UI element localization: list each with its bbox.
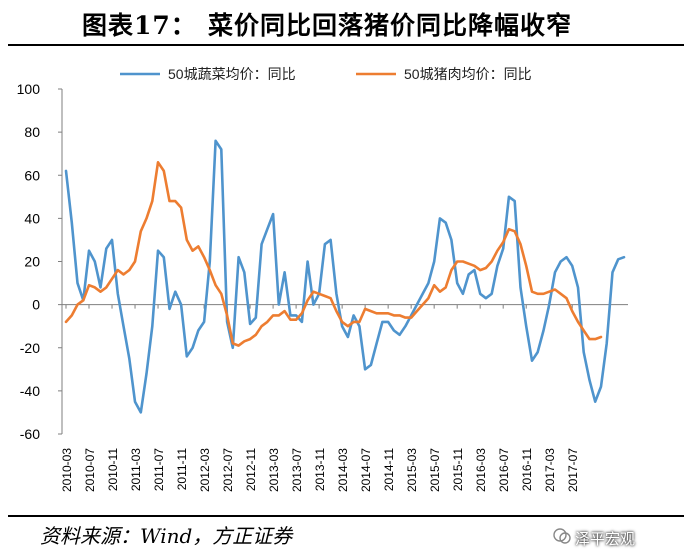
x-tick-label: 2017-07 xyxy=(566,448,580,492)
series-line-2 xyxy=(64,161,603,347)
y-tick-label: 60 xyxy=(24,167,40,183)
x-tick-label: 2016-03 xyxy=(474,448,488,492)
top-rule xyxy=(8,44,684,46)
y-tick-label: 20 xyxy=(24,254,40,270)
y-tick-label: -20 xyxy=(20,340,40,356)
wechat-icon xyxy=(553,528,571,544)
x-tick-label: 2013-11 xyxy=(313,448,327,491)
x-tick-label: 2011-07 xyxy=(152,448,166,491)
x-tick-label: 2014-07 xyxy=(359,448,373,492)
x-tick-label: 2010-03 xyxy=(60,448,74,492)
source-note: 资料来源：Wind，方正证券 xyxy=(40,524,293,548)
x-tick-label: 2010-11 xyxy=(106,448,120,491)
x-tick-label: 2012-07 xyxy=(221,448,235,492)
series-group xyxy=(64,139,626,414)
x-tick-label: 2015-03 xyxy=(405,448,419,492)
x-tick-label: 2015-11 xyxy=(451,448,465,491)
legend-label-2: 50城猪肉均价：同比 xyxy=(404,66,532,82)
x-tick-label: 2016-11 xyxy=(520,448,534,491)
axes: -60 -40 -20 0 20 40 60 80 100 2010-03 2010-07 2010-… xyxy=(17,81,628,492)
y-tick-label: 40 xyxy=(24,210,40,226)
x-tick-label: 2015-07 xyxy=(428,448,442,492)
x-tick-label: 2010-07 xyxy=(83,448,97,492)
figure-title: 菜价同比回落猪价同比降幅收窄 xyxy=(208,11,573,40)
bottom-rule xyxy=(8,515,684,517)
chart-area: 50城蔬菜均价：同比 50城猪肉均价：同比 -60 -40 -20 0 20 40 60 80 1… xyxy=(17,66,628,492)
x-tick-label: 2017-03 xyxy=(543,448,557,492)
x-tick-label: 2014-11 xyxy=(382,448,396,491)
brand-watermark: 泽平宏观 xyxy=(575,530,636,548)
y-tick-label: 100 xyxy=(17,81,41,97)
y-tick-label: -40 xyxy=(20,383,40,399)
x-tick-label: 2013-07 xyxy=(290,448,304,492)
x-tick-label: 2012-11 xyxy=(244,448,258,491)
x-tick-label: 2011-11 xyxy=(175,448,189,491)
x-tick-label: 2014-03 xyxy=(336,448,350,492)
x-tick-label: 2012-03 xyxy=(198,448,212,492)
y-tick-label: 0 xyxy=(32,297,40,313)
y-tick-label: -60 xyxy=(20,426,40,442)
x-tick-label: 2013-03 xyxy=(267,448,281,492)
figure-number: 图表17： xyxy=(82,11,197,40)
x-tick-label: 2016-07 xyxy=(497,448,511,492)
x-tick-label: 2011-03 xyxy=(129,448,143,491)
series-line-1 xyxy=(64,139,626,414)
legend: 50城蔬菜均价：同比 50城猪肉均价：同比 xyxy=(120,66,532,82)
chart-title: 图表17： 菜价同比回落猪价同比降幅收窄 xyxy=(0,6,692,42)
legend-label-1: 50城蔬菜均价：同比 xyxy=(168,66,296,82)
y-tick-label: 80 xyxy=(24,124,40,140)
